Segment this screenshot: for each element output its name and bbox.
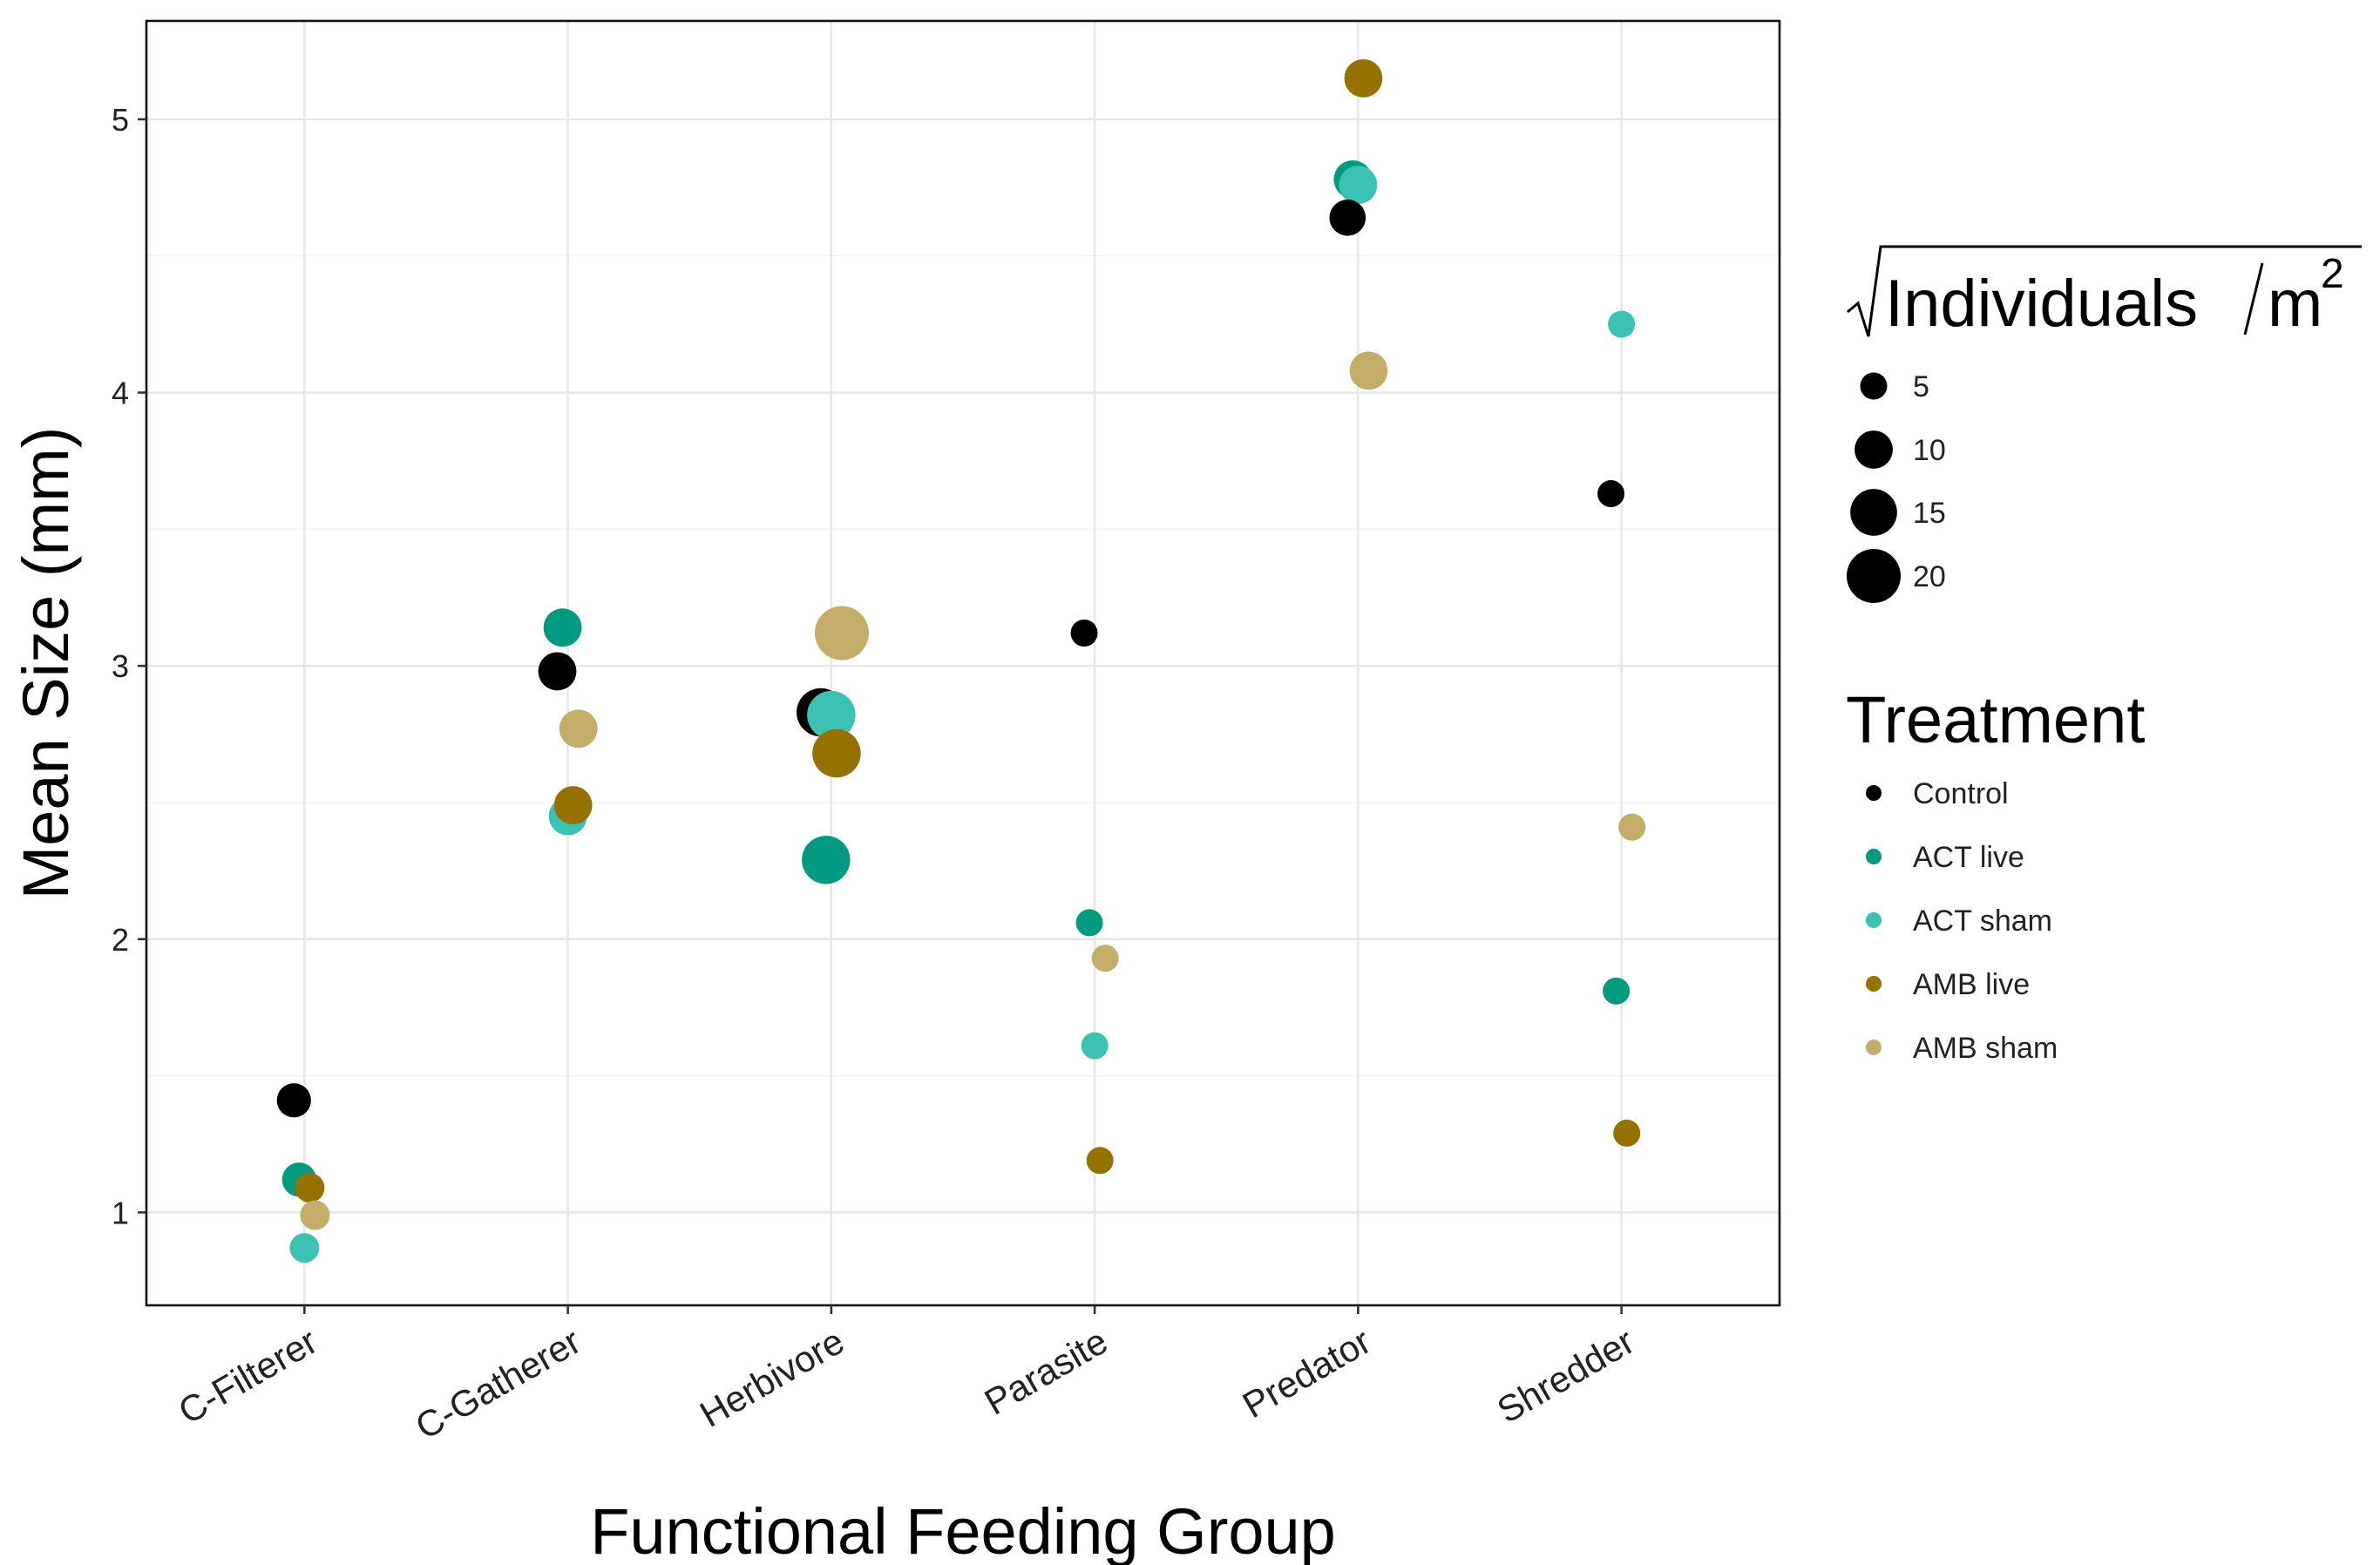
plot-panel-background	[146, 21, 1780, 1305]
y-tick-label: 1	[112, 1195, 129, 1230]
data-points	[276, 58, 1646, 1264]
y-tick-label: 4	[112, 376, 129, 411]
data-point	[543, 608, 582, 647]
data-point	[1608, 310, 1636, 338]
color-legend-keys: Control ACT live ACT sham AMB live AMB sham	[1866, 777, 2058, 1065]
y-axis-title: Mean Size (mm)	[10, 427, 82, 900]
data-point	[807, 690, 856, 740]
size-legend: Individuals m 2 5 10 15 20	[1847, 245, 2362, 603]
size-legend-title-main: Individuals	[1885, 267, 2198, 341]
data-point	[538, 652, 577, 691]
data-point	[553, 786, 593, 825]
data-point	[1613, 1119, 1641, 1147]
y-axis: 1 2 3 4 5	[112, 102, 146, 1230]
data-point	[812, 728, 861, 778]
plot-panel	[145, 19, 1781, 1307]
data-point	[1081, 1032, 1109, 1060]
color-legend-key	[1866, 1040, 1882, 1055]
data-point	[1091, 945, 1119, 972]
size-legend-label: 15	[1913, 497, 1946, 530]
y-tick-label: 3	[112, 648, 129, 684]
color-legend-key	[1866, 785, 1882, 801]
x-axis-title: Functional Feeding Group	[590, 1495, 1336, 1565]
size-legend-title-unit: m	[2268, 267, 2322, 341]
data-point	[300, 1200, 330, 1230]
color-legend-label: AMB sham	[1913, 1032, 2058, 1065]
size-legend-keys: 5 10 15 20	[1847, 370, 1946, 603]
data-point	[1597, 480, 1625, 508]
color-legend-key	[1866, 849, 1882, 864]
data-point	[1075, 909, 1103, 937]
size-legend-key	[1855, 430, 1893, 469]
y-tick-label: 5	[112, 102, 129, 138]
fraction-slash	[2243, 262, 2264, 335]
size-legend-label: 5	[1913, 370, 1929, 403]
color-legend-key	[1866, 976, 1882, 992]
data-point	[276, 1083, 311, 1118]
size-legend-key	[1860, 372, 1888, 400]
color-legend-label: ACT sham	[1913, 904, 2052, 938]
data-point	[289, 1233, 320, 1264]
data-point	[1344, 58, 1383, 98]
data-point	[559, 709, 598, 749]
data-point	[802, 836, 851, 884]
data-point	[295, 1173, 325, 1203]
size-legend-key	[1847, 549, 1901, 603]
data-point	[1329, 200, 1366, 236]
data-point	[1086, 1147, 1114, 1175]
color-legend-label: AMB live	[1913, 968, 2030, 1001]
color-legend-label: Control	[1913, 777, 2009, 810]
size-legend-key	[1850, 489, 1897, 536]
data-point	[1618, 813, 1646, 841]
size-legend-title-exponent: 2	[2321, 251, 2344, 297]
y-tick-label: 2	[112, 922, 129, 958]
data-point	[1339, 166, 1378, 205]
data-point	[1349, 351, 1388, 390]
square-root-sign	[1847, 245, 2362, 337]
color-legend-label: ACT live	[1913, 841, 2024, 874]
color-legend-key	[1866, 912, 1882, 928]
size-legend-label: 20	[1913, 560, 1946, 593]
data-point	[1603, 977, 1631, 1005]
color-legend-title: Treatment	[1846, 683, 2146, 757]
data-point	[814, 606, 869, 661]
size-legend-label: 10	[1913, 434, 1946, 467]
plot-panel-border	[145, 19, 1781, 1307]
color-legend: Treatment Control ACT live ACT sham AMB liv…	[1846, 683, 2146, 1065]
data-point	[1070, 620, 1098, 647]
